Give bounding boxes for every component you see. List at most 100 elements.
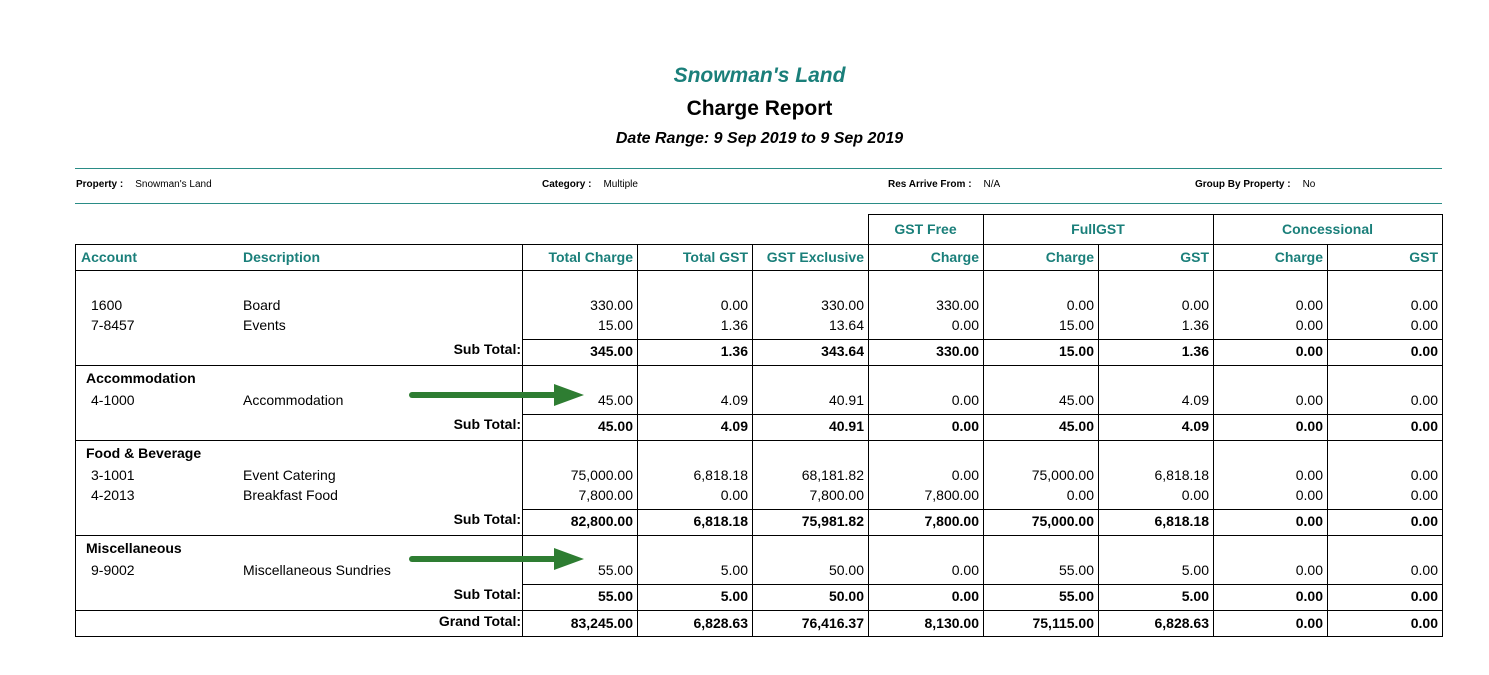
- subtotal-rule: [522, 339, 1443, 340]
- subtotal-amount: 40.91: [828, 418, 864, 434]
- column-divider: [522, 244, 523, 637]
- account-code: 3-1001: [91, 467, 135, 483]
- group-header-gst-free: GST Free: [894, 221, 957, 237]
- amount-cell: 0.00: [951, 317, 979, 333]
- amount-cell: 75,000.00: [570, 467, 633, 483]
- amount-cell: 0.00: [951, 392, 979, 408]
- subtotal-amount: 343.64: [821, 343, 864, 359]
- section-bottom-rule: [75, 440, 1443, 441]
- column-divider: [1213, 244, 1214, 637]
- amount-cell: 0.00: [1295, 562, 1323, 578]
- subtotal-amount: 6,818.18: [693, 513, 749, 529]
- amount-cell: 0.00: [1410, 487, 1438, 503]
- amount-cell: 0.00: [1181, 487, 1209, 503]
- amount-cell: 5.00: [720, 562, 748, 578]
- section-bottom-rule: [75, 365, 1443, 366]
- amount-cell: 0.00: [720, 487, 748, 503]
- subtotal-amount: 0.00: [1410, 588, 1438, 604]
- amount-cell: 330.00: [821, 297, 864, 313]
- subtotal-rule: [522, 414, 1443, 415]
- subtotal-amount: 0.00: [951, 588, 979, 604]
- amount-cell: 6,818.18: [693, 467, 749, 483]
- subtotal-amount: 0.00: [1410, 513, 1438, 529]
- description: Accommodation: [243, 392, 344, 408]
- group-header-fullgst: FullGST: [1071, 221, 1125, 237]
- amount-cell: 0.00: [1066, 297, 1094, 313]
- date-range: Date Range: 9 Sep 2019 to 9 Sep 2019: [615, 130, 904, 147]
- subtotal-rule: [522, 509, 1443, 510]
- amount-cell: 330.00: [590, 297, 633, 313]
- subtotal-amount: 55.00: [597, 588, 633, 604]
- account-code: 9-9002: [91, 562, 135, 578]
- subtotal-amount: 75,981.82: [801, 513, 864, 529]
- subtotal-amount: 0.00: [1295, 343, 1323, 359]
- table-right-rule: [1442, 244, 1443, 637]
- filter-divider-top: [75, 168, 1442, 169]
- account-code: 4-1000: [91, 392, 135, 408]
- amount-cell: 7,800.00: [809, 487, 865, 503]
- grand-total-amount: 6,828.63: [693, 615, 749, 631]
- annotation-arrow-accommodation: [409, 384, 584, 406]
- amount-cell: 45.00: [1058, 392, 1094, 408]
- grand-total-amount: 75,115.00: [1032, 615, 1094, 631]
- description: Event Catering: [243, 467, 336, 483]
- filter-res-arrive: Res Arrive From : N/A: [888, 179, 1001, 190]
- column-header-gst: GST: [1409, 249, 1438, 265]
- amount-cell: 15.00: [1058, 317, 1094, 333]
- description: Miscellaneous Sundries: [243, 562, 391, 578]
- amount-cell: 0.00: [1410, 392, 1438, 408]
- subtotal-amount: 0.00: [1295, 513, 1323, 529]
- subtotal-amount: 15.00: [1058, 343, 1094, 359]
- subtotal-label: Sub Total:: [453, 511, 521, 527]
- subtotal-label: Sub Total:: [453, 416, 521, 432]
- column-divider: [752, 244, 753, 637]
- grand-total-amount: 0.00: [1295, 615, 1323, 631]
- column-divider: [868, 244, 869, 637]
- subtotal-amount: 1.36: [1181, 343, 1209, 359]
- subtotal-amount: 0.00: [1295, 588, 1323, 604]
- subtotal-amount: 345.00: [590, 343, 633, 359]
- column-header-charge: Charge: [1274, 249, 1323, 265]
- filter-property: Property : Snowman's Land: [76, 179, 212, 190]
- section-bottom-rule: [75, 535, 1443, 536]
- amount-cell: 50.00: [828, 562, 864, 578]
- column-header-account: Account: [81, 249, 137, 265]
- table-left-rule: [75, 244, 76, 637]
- filter-group-by-property: Group By Property : No: [1195, 179, 1316, 190]
- subtotal-amount: 0.00: [1410, 343, 1438, 359]
- amount-cell: 0.00: [1181, 297, 1209, 313]
- group-header-divider: [868, 214, 869, 244]
- section-heading: Accommodation: [86, 370, 196, 386]
- grand-total-label: Grand Total:: [438, 613, 521, 629]
- description: Board: [243, 297, 281, 313]
- amount-cell: 0.00: [1295, 487, 1323, 503]
- subtotal-amount: 50.00: [828, 588, 864, 604]
- subtotal-amount: 55.00: [1058, 588, 1094, 604]
- table-bottom-rule: [75, 636, 1443, 637]
- column-header-gst: GST: [1180, 249, 1209, 265]
- amount-cell: 0.00: [1410, 467, 1438, 483]
- subtotal-amount: 0.00: [951, 418, 979, 434]
- amount-cell: 6,818.18: [1154, 467, 1210, 483]
- column-header-total-charge: Total Charge: [548, 249, 633, 265]
- subtotal-amount: 5.00: [720, 588, 748, 604]
- account-code: 4-2013: [91, 487, 135, 503]
- subtotal-amount: 82,800.00: [570, 513, 633, 529]
- grand-total-amount: 83,245.00: [570, 615, 633, 631]
- amount-cell: 0.00: [1410, 297, 1438, 313]
- amount-cell: 45.00: [597, 392, 633, 408]
- column-header-gst-exclusive: GST Exclusive: [766, 249, 864, 265]
- amount-cell: 55.00: [597, 562, 633, 578]
- amount-cell: 0.00: [1410, 317, 1438, 333]
- subtotal-label: Sub Total:: [453, 586, 521, 602]
- amount-cell: 0.00: [951, 562, 979, 578]
- amount-cell: 55.00: [1058, 562, 1094, 578]
- description: Events: [243, 317, 286, 333]
- company-name: Snowman's Land: [673, 64, 846, 87]
- grand-total-amount: 76,416.37: [801, 615, 864, 631]
- section-bottom-rule: [75, 610, 1443, 611]
- amount-cell: 7,800.00: [578, 487, 634, 503]
- amount-cell: 1.36: [720, 317, 748, 333]
- column-header-charge: Charge: [1045, 249, 1094, 265]
- section-heading: Miscellaneous: [86, 540, 182, 556]
